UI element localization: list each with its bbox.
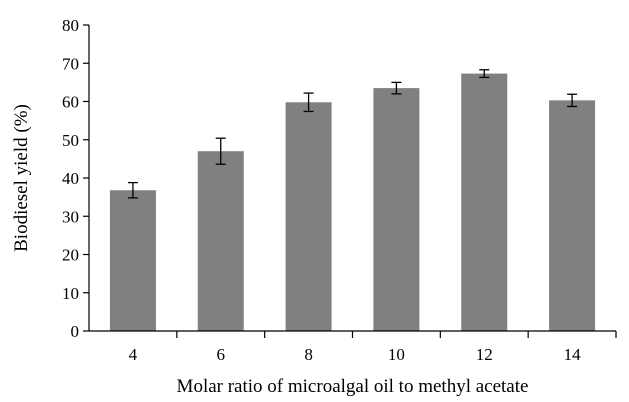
y-tick-label: 10 (62, 284, 79, 303)
error-bar-4 (127, 181, 138, 199)
y-tick-label: 30 (62, 207, 79, 226)
error-bar-8 (303, 92, 314, 113)
y-tick-label: 20 (62, 246, 79, 265)
y-tick-label: 70 (62, 54, 79, 73)
y-axis-ticks: 0 10 20 30 40 50 60 70 80 (62, 16, 89, 341)
x-tick-label: 12 (476, 345, 493, 364)
error-bar-10 (391, 81, 402, 95)
bar-4 (109, 190, 156, 331)
x-tick-label: 14 (564, 345, 582, 364)
bar-10 (373, 88, 420, 331)
x-axis-title: Molar ratio of microalgal oil to methyl … (177, 376, 529, 397)
y-tick-label: 80 (62, 16, 79, 35)
x-tick-label: 8 (304, 345, 313, 364)
y-axis-title: Biodiesel yield (%) (11, 104, 32, 252)
bars-group (109, 73, 596, 331)
bar-12 (461, 73, 508, 331)
y-tick-label: 0 (71, 322, 80, 341)
x-axis-ticks: 4 6 8 10 12 14 (129, 331, 617, 364)
bar-8 (285, 102, 332, 331)
x-tick-label: 6 (217, 345, 226, 364)
y-tick-label: 60 (62, 93, 79, 112)
error-bars-group (127, 69, 578, 199)
x-tick-label: 10 (388, 345, 405, 364)
error-bar-12 (479, 69, 490, 79)
error-bar-14 (567, 93, 578, 108)
x-tick-label: 4 (129, 345, 138, 364)
error-bar-6 (215, 137, 226, 165)
bar-6 (197, 151, 244, 331)
bar-14 (549, 100, 596, 331)
y-tick-label: 50 (62, 131, 79, 150)
y-tick-label: 40 (62, 169, 79, 188)
